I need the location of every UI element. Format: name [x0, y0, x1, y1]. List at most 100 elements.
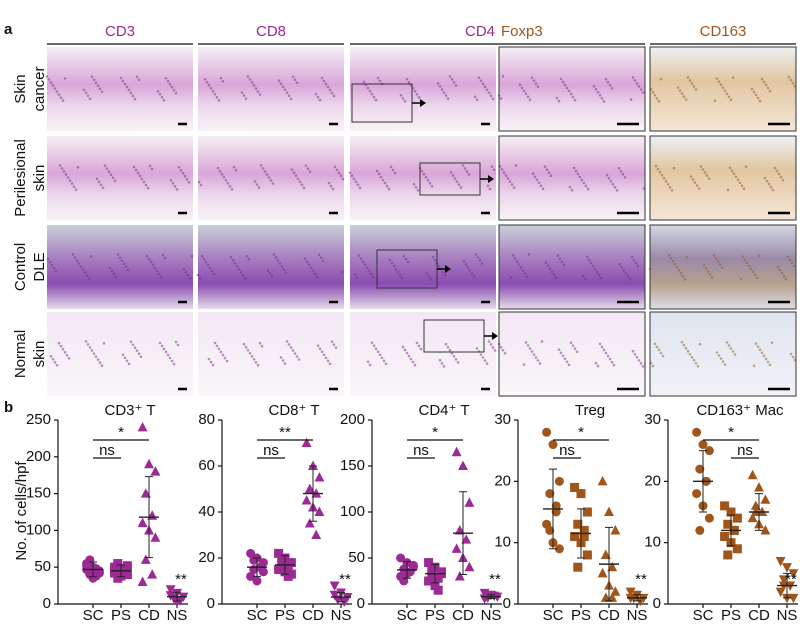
cell-speck: [655, 97, 659, 100]
cell-speck: [431, 255, 435, 259]
cell-speck: [223, 356, 227, 360]
data-point: [775, 587, 786, 598]
cell-speck: [127, 362, 131, 366]
cell-speck: [442, 365, 446, 368]
cell-speck: [376, 350, 380, 354]
cell-speck: [773, 166, 777, 170]
cell-speck: [412, 183, 416, 186]
y-tick-label: 0: [653, 595, 661, 612]
cell-speck: [630, 255, 634, 259]
x-tick-label: SC: [397, 607, 418, 624]
data-point: [610, 586, 621, 596]
cell-speck: [770, 341, 774, 344]
cell-speck: [736, 178, 740, 182]
cell-speck: [142, 180, 146, 184]
cell-speck: [120, 259, 124, 263]
cell-speck: [641, 365, 645, 368]
cell-speck: [339, 174, 343, 178]
cell-speck: [368, 363, 372, 367]
cell-speck: [499, 345, 503, 349]
cell-speck: [656, 167, 660, 171]
cell-speck: [181, 171, 185, 175]
x-tick-label: CD: [138, 607, 160, 624]
cell-speck: [353, 273, 357, 277]
cell-speck: [293, 78, 297, 81]
cell-speck: [531, 172, 535, 176]
cell-speck: [543, 165, 547, 168]
cell-speck: [144, 183, 148, 187]
cell-speck: [175, 188, 179, 191]
cell-speck: [544, 261, 548, 265]
cell-speck: [557, 348, 561, 352]
cell-speck: [760, 351, 764, 355]
cell-speck: [389, 165, 393, 169]
data-point: [308, 460, 318, 471]
cell-speck: [385, 184, 389, 188]
cell-speck: [219, 76, 223, 80]
cell-speck: [403, 100, 407, 103]
cell-speck: [276, 259, 280, 262]
cell-speck: [726, 188, 730, 192]
cell-speck: [637, 359, 641, 362]
data-point: [329, 581, 340, 591]
y-tick-label: 50: [34, 558, 51, 575]
cell-speck: [634, 261, 638, 265]
cell-speck: [256, 364, 260, 367]
cell-speck: [246, 75, 250, 78]
cell-speck: [716, 260, 720, 263]
data-point: [283, 562, 293, 572]
cell-speck: [190, 254, 194, 258]
cell-speck: [94, 355, 98, 358]
cell-speck: [682, 95, 686, 98]
cell-speck: [73, 256, 77, 259]
cell-speck: [762, 354, 766, 358]
significance-label: ns: [263, 442, 279, 459]
cell-speck: [287, 343, 291, 346]
data-point: [726, 507, 736, 517]
cell-speck: [424, 175, 428, 179]
cell-speck: [129, 91, 133, 95]
data-point: [274, 548, 284, 558]
cell-speck: [164, 76, 168, 80]
cell-speck: [151, 263, 155, 267]
cell-speck: [479, 79, 483, 82]
cell-speck: [710, 276, 714, 279]
data-point: [433, 573, 443, 583]
cell-speck: [116, 253, 120, 256]
x-tick-label: CD: [598, 607, 620, 624]
cell-speck: [74, 188, 78, 191]
data-point: [545, 489, 555, 499]
data-point: [732, 513, 742, 523]
cell-speck: [123, 82, 127, 86]
cell-speck: [112, 272, 116, 276]
cell-speck: [522, 363, 526, 366]
cell-speck: [256, 90, 260, 93]
cell-speck: [750, 87, 754, 91]
cell-speck: [541, 187, 545, 191]
cell-speck: [701, 168, 705, 171]
cell-speck: [268, 272, 272, 275]
cell-speck: [521, 269, 525, 272]
data-point: [140, 554, 151, 564]
cell-speck: [592, 84, 596, 88]
cell-speck: [53, 87, 57, 90]
cell-speck: [604, 77, 608, 81]
data-point: [548, 440, 558, 450]
column-header: Foxp3: [501, 23, 543, 40]
cell-speck: [517, 263, 521, 266]
cell-speck: [526, 95, 530, 99]
cell-speck: [184, 270, 188, 274]
cell-speck: [686, 349, 690, 353]
cell-speck: [697, 187, 701, 190]
cell-speck: [158, 92, 162, 96]
cell-speck: [631, 349, 635, 353]
chart-title: CD3⁺ T: [105, 402, 156, 419]
cell-speck: [438, 85, 442, 88]
data-point: [723, 550, 733, 560]
cell-speck: [671, 259, 675, 263]
cell-speck: [83, 271, 87, 274]
cell-speck: [403, 348, 407, 352]
cell-speck: [492, 168, 496, 171]
cell-speck: [82, 88, 86, 92]
